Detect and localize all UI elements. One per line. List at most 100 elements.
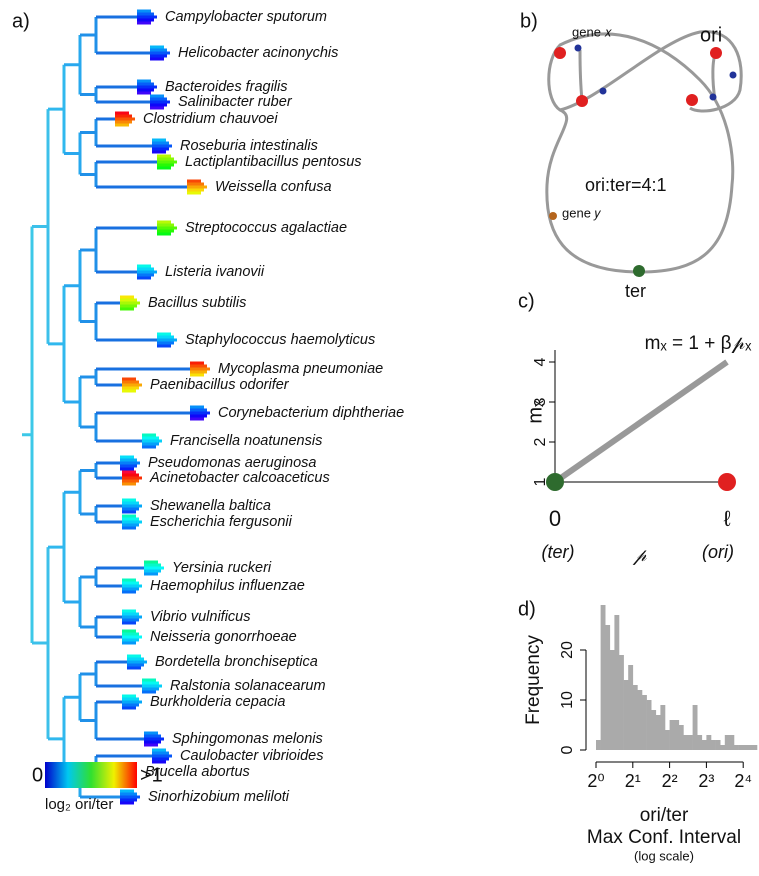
ter-label: ter [625, 281, 646, 301]
tip-clade [120, 464, 137, 468]
tip-clade [137, 88, 154, 92]
tip-clade [157, 335, 174, 339]
tip-clade [142, 687, 159, 691]
x-tick-label: 2³ [698, 771, 714, 791]
bar [738, 745, 744, 750]
x-axis-label: 𝓅 [633, 545, 648, 565]
colorbar [45, 762, 137, 788]
species-label: Yersinia ruckeri [172, 560, 272, 576]
tip-clade [137, 91, 151, 95]
bar [655, 715, 661, 750]
tip-clade [150, 57, 164, 61]
dot [576, 95, 588, 107]
tip-clade [122, 389, 136, 393]
gene-y: gene 𝑦 [562, 205, 602, 220]
y-tick-label: 10 [559, 691, 576, 709]
chart-title: mₓ = 1 + β𝓅ₓ [645, 333, 752, 354]
tip-clade [152, 138, 166, 142]
colorbar-label: log₂ ori/ter [45, 796, 113, 813]
tip-clade [120, 307, 134, 311]
tip-clade [137, 85, 157, 89]
x-tick-label: 2⁰ [587, 771, 604, 791]
tip-clade [150, 54, 167, 58]
dot [633, 265, 645, 277]
bar [715, 740, 721, 750]
y-tick-label: 3 [532, 397, 549, 406]
tip-clade [137, 79, 151, 83]
tip-clade [150, 45, 164, 49]
tip-clade [122, 507, 139, 511]
species-label: Campylobacter sputorum [165, 9, 327, 25]
tip-clade [122, 380, 139, 384]
bar [711, 740, 716, 750]
tip-clade [144, 563, 161, 567]
tip-clade [122, 635, 142, 639]
species-label: Francisella noatunensis [170, 433, 322, 449]
tip-clade [122, 470, 136, 474]
tip-clade [157, 229, 174, 233]
tip-clade [120, 304, 137, 308]
tip-clade [120, 789, 134, 793]
tip-clade [122, 383, 142, 387]
x-axis-label: (log scale) [634, 848, 694, 863]
tip-clade [187, 191, 201, 195]
tip-clade [190, 408, 207, 412]
tip-clade [122, 590, 136, 594]
panel-label: c) [518, 290, 535, 312]
tip-clade [144, 569, 161, 573]
gene-x: gene 𝑥 [572, 24, 613, 39]
tip-clade [142, 678, 156, 682]
tip-clade [137, 12, 154, 16]
tip-clade [150, 48, 167, 52]
species-label: Helicobacter acinonychis [178, 45, 338, 61]
tip-clade [150, 100, 170, 104]
tip-clade [122, 632, 139, 636]
bar [605, 625, 611, 750]
panel-label: a) [12, 10, 30, 32]
tip-clade [142, 433, 156, 437]
tip-clade [115, 114, 132, 118]
tip-clade [157, 166, 171, 170]
y-tick-label: 0 [559, 745, 576, 754]
tip-clade [122, 510, 136, 514]
tip-clade [122, 473, 139, 477]
tip-clade [120, 798, 137, 802]
species-label: Escherichia fergusonii [150, 514, 293, 530]
tip-clade [152, 150, 166, 154]
dot [574, 44, 582, 52]
species-label: Brucella abortus [145, 764, 250, 780]
tip-clade [120, 461, 140, 465]
tip-clade [150, 103, 167, 107]
tip-clade [115, 117, 135, 121]
tip-clade [127, 657, 144, 661]
x-axis-label: (ter) [542, 542, 575, 562]
bar [688, 735, 693, 750]
tip-clade [115, 120, 132, 124]
tip-clade [142, 436, 159, 440]
x-tick-label: 2² [662, 771, 678, 791]
tip-clade [120, 458, 137, 462]
tip-clade [152, 751, 169, 755]
tip-clade [157, 332, 171, 336]
tip-clade [122, 697, 139, 701]
species-label: Roseburia intestinalis [180, 138, 318, 154]
species-label: Bacillus subtilis [148, 295, 246, 311]
tip-clade [157, 223, 174, 227]
tip-clade [157, 160, 177, 164]
tip-clade [190, 370, 207, 374]
ratio-label: ori:ter=4:1 [585, 175, 667, 195]
tip-clade [137, 15, 157, 19]
tree-panel: Campylobacter sputorum Helicobacter acino… [22, 9, 404, 805]
marker [718, 473, 736, 491]
tip-clade [152, 147, 169, 151]
tip-clade [157, 341, 174, 345]
tip-clade [152, 754, 172, 758]
tip-clade [157, 226, 177, 230]
tip-clade [144, 566, 164, 570]
bar [632, 685, 638, 750]
species-label: Neisseria gonorrhoeae [150, 629, 297, 645]
tip-clade [157, 157, 174, 161]
colorbar-low: 0 [32, 764, 43, 786]
tip-clade [152, 748, 166, 752]
tip-clade [142, 684, 162, 688]
